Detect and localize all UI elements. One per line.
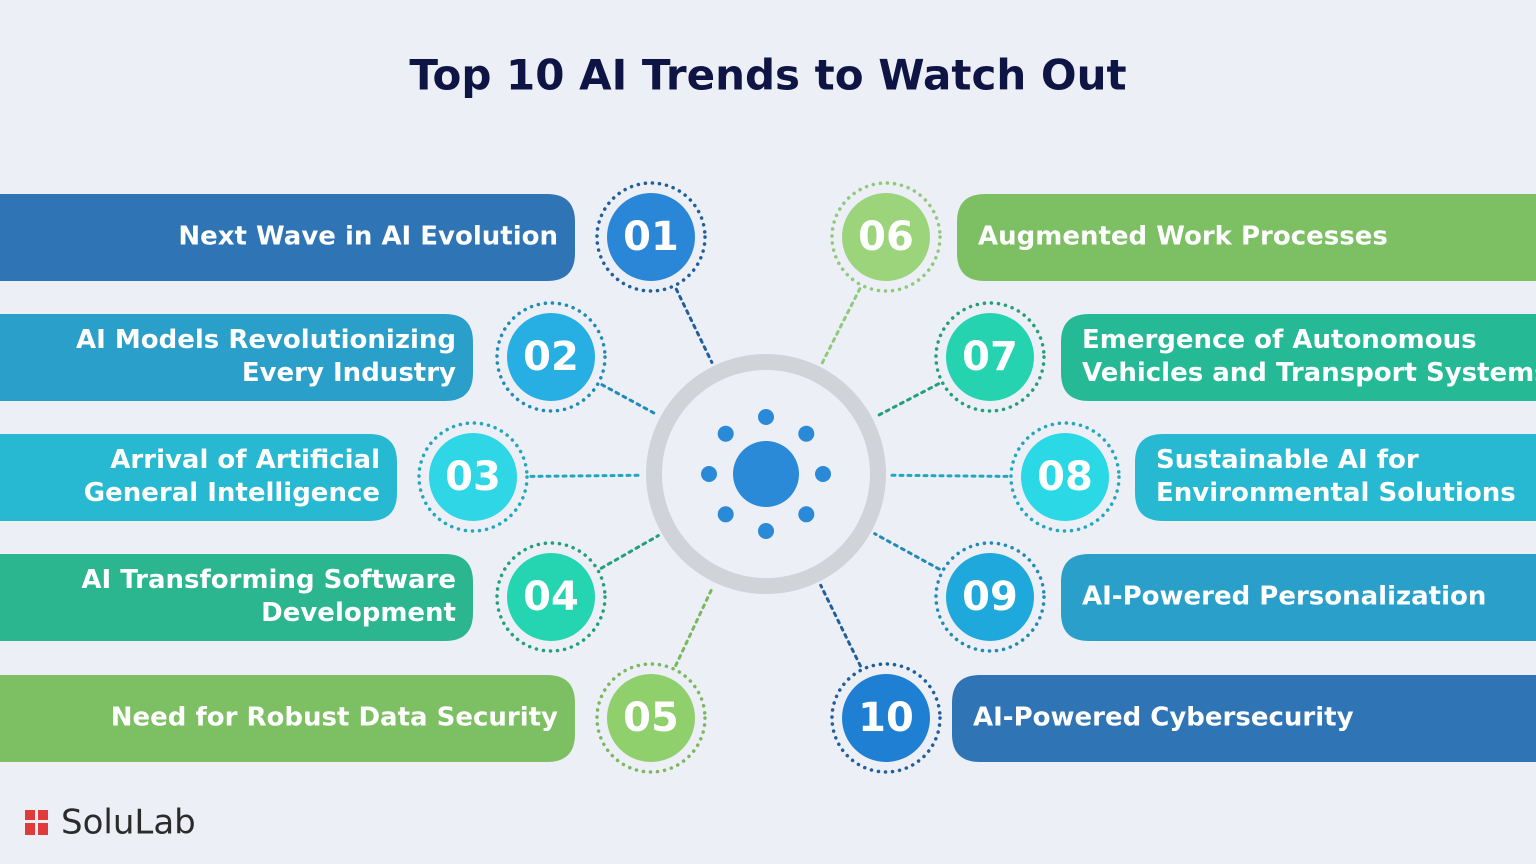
hub-dot (758, 523, 774, 539)
trend-number: 06 (858, 214, 914, 260)
number-ring (595, 662, 707, 774)
number-circle (1021, 433, 1109, 521)
trend-label: AI Models Revolutionizing (76, 325, 456, 355)
trend-label: Environmental Solutions (1156, 478, 1516, 508)
connector (599, 534, 660, 570)
trend-bar (0, 194, 575, 281)
trend-number: 10 (858, 695, 914, 741)
logo-text: SoluLab (61, 803, 196, 843)
trend-item: 05 Need for Robust Data Security (0, 662, 707, 774)
trend-label: General Intelligence (84, 478, 380, 508)
trend-number: 05 (623, 695, 679, 741)
number-ring (417, 421, 529, 533)
number-ring (495, 301, 607, 413)
number-circle (842, 193, 930, 281)
trend-number: 02 (523, 334, 579, 380)
logo-icon (38, 823, 48, 835)
trend-label: AI Transforming Software (81, 565, 456, 595)
number-circle (946, 313, 1034, 401)
trend-label: Development (261, 598, 456, 628)
number-ring (595, 181, 707, 293)
trend-bar (952, 675, 1536, 762)
hub-dot (815, 466, 831, 482)
connector (874, 382, 941, 419)
trend-number: 07 (962, 334, 1018, 380)
number-ring (495, 541, 607, 653)
hub-core (733, 441, 799, 507)
connector (674, 287, 714, 364)
logo-icon (25, 823, 35, 835)
number-ring (934, 301, 1046, 413)
items: 01 Next Wave in AI Evolution 02 AI Models R… (0, 181, 1536, 774)
trend-bar (0, 554, 473, 641)
hub-dot (798, 506, 815, 523)
trend-item: 09 AI-Powered Personalization (934, 541, 1536, 653)
trend-label: Vehicles and Transport Systems (1082, 358, 1536, 388)
number-ring (830, 662, 942, 774)
trend-label: Next Wave in AI Evolution (178, 222, 558, 252)
trend-number: 04 (523, 574, 579, 620)
number-circle (607, 674, 695, 762)
trend-number: 08 (1037, 454, 1093, 500)
number-circle (842, 674, 930, 762)
trend-bar (1135, 434, 1536, 521)
trend-bar (0, 675, 575, 762)
connector (529, 473, 644, 478)
trend-label: Emergence of Autonomous (1082, 325, 1477, 355)
trend-number: 03 (445, 454, 501, 500)
trend-number: 09 (962, 574, 1018, 620)
trend-label: Need for Robust Data Security (111, 703, 558, 733)
trend-label: Sustainable AI for (1156, 445, 1419, 475)
logo-icon (38, 810, 48, 820)
hub-dot (701, 466, 717, 482)
connector (820, 287, 862, 365)
trend-number: 01 (623, 214, 679, 260)
connector (600, 383, 659, 417)
title: Top 10 AI Trends to Watch Out (409, 51, 1126, 100)
trend-label: Augmented Work Processes (978, 222, 1388, 252)
number-ring (830, 181, 942, 293)
trend-label: AI-Powered Cybersecurity (973, 703, 1354, 733)
number-circle (429, 433, 517, 521)
logo: SoluLab (25, 803, 196, 843)
number-circle (507, 553, 595, 641)
trend-bar (0, 434, 397, 521)
number-ring (934, 541, 1046, 653)
trend-item: 06 Augmented Work Processes (830, 181, 1536, 293)
hub-dot (798, 425, 815, 442)
trend-bar (0, 314, 473, 401)
trend-item: 10 AI-Powered Cybersecurity (830, 662, 1536, 774)
connector (819, 583, 862, 668)
connector (873, 532, 941, 571)
hub-dot (717, 506, 734, 523)
trend-label: AI-Powered Personalization (1082, 582, 1486, 612)
logo-icon (25, 810, 35, 820)
connector (888, 473, 1009, 478)
hub-dot (717, 425, 734, 442)
hub (646, 354, 886, 594)
connectors (529, 287, 1009, 668)
number-circle (946, 553, 1034, 641)
number-ring (1009, 421, 1121, 533)
trend-bar (1061, 554, 1536, 641)
trend-label: Every Industry (242, 358, 456, 388)
number-circle (507, 313, 595, 401)
trend-bar (1061, 314, 1536, 401)
trend-label: Arrival of Artificial (110, 445, 380, 475)
number-circle (607, 193, 695, 281)
trend-item: 01 Next Wave in AI Evolution (0, 181, 707, 293)
hub-dot (758, 409, 774, 425)
connector (674, 584, 715, 668)
trend-bar (957, 194, 1536, 281)
